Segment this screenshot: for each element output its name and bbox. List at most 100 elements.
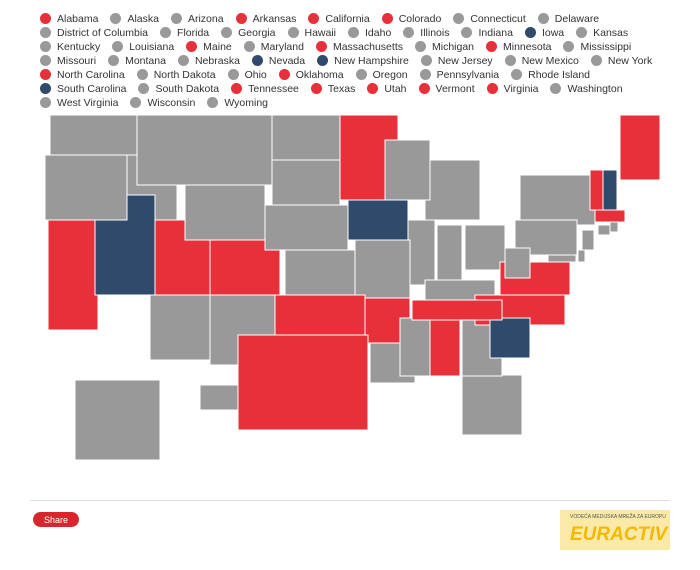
legend-item[interactable]: Minnesota [486, 40, 551, 53]
legend-dot [461, 27, 473, 38]
state-shape[interactable] [184, 184, 266, 241]
state-shape[interactable] [49, 114, 138, 156]
state-shape[interactable] [399, 317, 431, 377]
legend-item[interactable]: Vermont [418, 82, 475, 95]
legend-item[interactable]: Tennessee [231, 82, 299, 95]
state-shape[interactable] [271, 159, 341, 206]
legend-item[interactable]: Georgia [221, 26, 276, 39]
legend-item[interactable]: North Carolina [40, 68, 125, 81]
legend-item[interactable]: Maryland [243, 40, 304, 53]
legend-item[interactable]: California [308, 12, 370, 25]
legend-label: Texas [327, 82, 356, 95]
state-shape[interactable] [384, 139, 431, 201]
state-shape[interactable] [436, 224, 463, 281]
state-shape[interactable] [347, 199, 409, 241]
legend-item[interactable]: Maine [186, 40, 232, 53]
legend-item[interactable]: Hawaii [287, 26, 336, 39]
legend-item[interactable]: Florida [160, 26, 209, 39]
state-shape[interactable] [461, 374, 523, 436]
legend-item[interactable]: Ohio [227, 68, 267, 81]
legend-item[interactable]: New Mexico [504, 54, 579, 67]
state-shape[interactable] [47, 219, 99, 331]
state-shape[interactable] [514, 219, 578, 256]
logo-tagline: VODEĆA MEDIJSKA MREŽA ZA EUROPU [570, 514, 666, 520]
legend-dot [227, 69, 239, 80]
legend-label: Nevada [268, 54, 306, 67]
legend-item[interactable]: Iowa [524, 26, 564, 39]
legend-item[interactable]: Kansas [576, 26, 628, 39]
state-shape[interactable] [577, 249, 586, 263]
legend-item[interactable]: Michigan [414, 40, 474, 53]
legend-item[interactable]: Wyoming [207, 96, 268, 109]
legend-item[interactable]: New Jersey [420, 54, 493, 67]
legend-item[interactable]: Connecticut [453, 12, 526, 25]
state-shape[interactable] [74, 379, 161, 460]
legend-item[interactable]: South Dakota [138, 82, 219, 95]
legend-item[interactable]: Nebraska [177, 54, 240, 67]
share-button[interactable]: Share [33, 512, 79, 527]
legend-item[interactable]: Rhode Island [511, 68, 590, 81]
legend-label: Alaska [127, 12, 159, 25]
legend-item[interactable]: Montana [108, 54, 166, 67]
legend-item[interactable]: Texas [310, 82, 356, 95]
legend-item[interactable]: Delaware [537, 12, 599, 25]
legend-item[interactable]: Pennsylvania [419, 68, 499, 81]
legend-item[interactable]: Illinois [403, 26, 449, 39]
legend-item[interactable]: Oregon [355, 68, 408, 81]
state-shape[interactable] [594, 209, 626, 223]
legend-item[interactable]: District of Columbia [40, 26, 148, 39]
legend-item[interactable]: North Dakota [136, 68, 216, 81]
legend-item[interactable]: Oklahoma [278, 68, 344, 81]
state-shape[interactable] [271, 114, 341, 161]
state-shape[interactable] [519, 174, 596, 226]
state-shape[interactable] [504, 247, 531, 279]
state-shape[interactable] [136, 114, 273, 186]
legend-item[interactable]: Colorado [381, 12, 441, 25]
legend-item[interactable]: Massachusetts [315, 40, 403, 53]
state-shape[interactable] [354, 239, 411, 299]
legend-label: Georgia [238, 26, 276, 39]
legend-label: Wyoming [224, 96, 269, 109]
state-shape[interactable] [237, 334, 369, 431]
legend-label: New Jersey [437, 54, 493, 67]
legend-item[interactable]: Utah [367, 82, 407, 95]
legend-item[interactable]: Idaho [348, 26, 391, 39]
legend-item[interactable]: Nevada [251, 54, 306, 67]
state-shape[interactable] [274, 294, 366, 336]
state-shape[interactable] [489, 317, 531, 359]
legend-label: South Dakota [155, 82, 220, 95]
state-shape[interactable] [597, 224, 611, 236]
legend-item[interactable]: Arizona [170, 12, 224, 25]
state-shape[interactable] [429, 317, 461, 377]
legend-label: Ohio [244, 68, 267, 81]
state-shape[interactable] [149, 294, 216, 361]
legend-item[interactable]: New Hampshire [317, 54, 409, 67]
state-shape[interactable] [284, 249, 356, 296]
state-shape[interactable] [424, 159, 481, 221]
legend-item[interactable]: Alabama [40, 12, 98, 25]
state-shape[interactable] [411, 299, 503, 321]
legend-item[interactable]: Indiana [461, 26, 513, 39]
state-shape[interactable] [464, 224, 506, 271]
legend-item[interactable]: Kentucky [40, 40, 100, 53]
us-map [44, 114, 661, 460]
legend-item[interactable]: Missouri [40, 54, 96, 67]
legend-item[interactable]: South Carolina [40, 82, 126, 95]
legend-item[interactable]: Mississippi [563, 40, 631, 53]
state-shape[interactable] [44, 154, 128, 221]
state-shape[interactable] [264, 204, 349, 251]
legend-item[interactable]: West Virginia [40, 96, 118, 109]
legend-item[interactable]: Louisiana [112, 40, 174, 53]
legend-item[interactable]: Alaska [110, 12, 159, 25]
legend-dot [136, 69, 148, 80]
state-shape[interactable] [619, 114, 661, 181]
state-shape[interactable] [589, 169, 604, 211]
legend-item[interactable]: Virginia [486, 82, 538, 95]
legend-item[interactable]: Washington [550, 82, 623, 95]
legend-item[interactable]: Wisconsin [130, 96, 195, 109]
legend-item[interactable]: Arkansas [235, 12, 296, 25]
legend-item[interactable]: New York [590, 54, 652, 67]
state-shape[interactable] [609, 221, 619, 233]
state-shape[interactable] [581, 229, 595, 251]
state-shape[interactable] [602, 169, 618, 211]
